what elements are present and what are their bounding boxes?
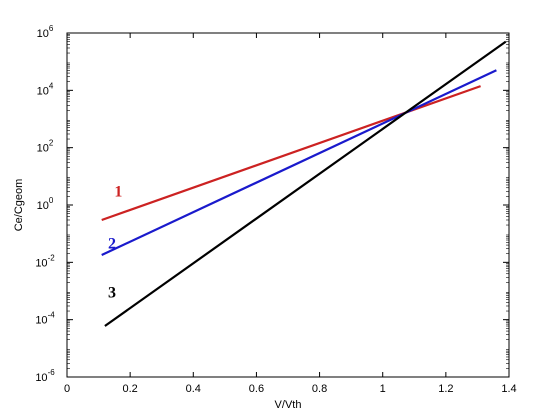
x-tick-label: 1.4 <box>501 383 516 395</box>
x-axis-label: V/Vth <box>275 399 302 411</box>
x-tick-label: 0.4 <box>186 383 201 395</box>
y-tick-label: 10-6 <box>35 368 55 384</box>
series-3-label: 3 <box>108 284 116 301</box>
plot-area <box>66 32 510 378</box>
x-tick-label: 1 <box>380 383 386 395</box>
x-tick-label: 0.6 <box>249 383 264 395</box>
x-tick-label: 1.2 <box>438 383 453 395</box>
y-axis-label: Ce/Cgeom <box>13 179 25 232</box>
series-1-label: 1 <box>114 183 122 200</box>
y-tick-label: 106 <box>37 24 54 40</box>
y-tick-label: 104 <box>37 81 54 97</box>
y-tick-label: 102 <box>37 139 54 155</box>
y-tick-label: 10-2 <box>35 253 55 269</box>
series-2-label: 2 <box>108 236 116 253</box>
y-tick-label: 10-4 <box>35 311 55 327</box>
ticks-layer: 0 0.2 0.4 0.6 0.8 1 1.2 1.4 106 104 102 100 10-2 10-4… <box>35 24 516 395</box>
series-2-line <box>101 69 497 256</box>
x-tick-label: 0.8 <box>312 383 327 395</box>
series-layer: 1 2 3 <box>101 40 507 327</box>
series-3-line <box>104 40 507 327</box>
x-tick-label: 0.2 <box>122 383 137 395</box>
y-tick-label: 100 <box>37 196 54 212</box>
x-tick-label: 0 <box>64 383 70 395</box>
